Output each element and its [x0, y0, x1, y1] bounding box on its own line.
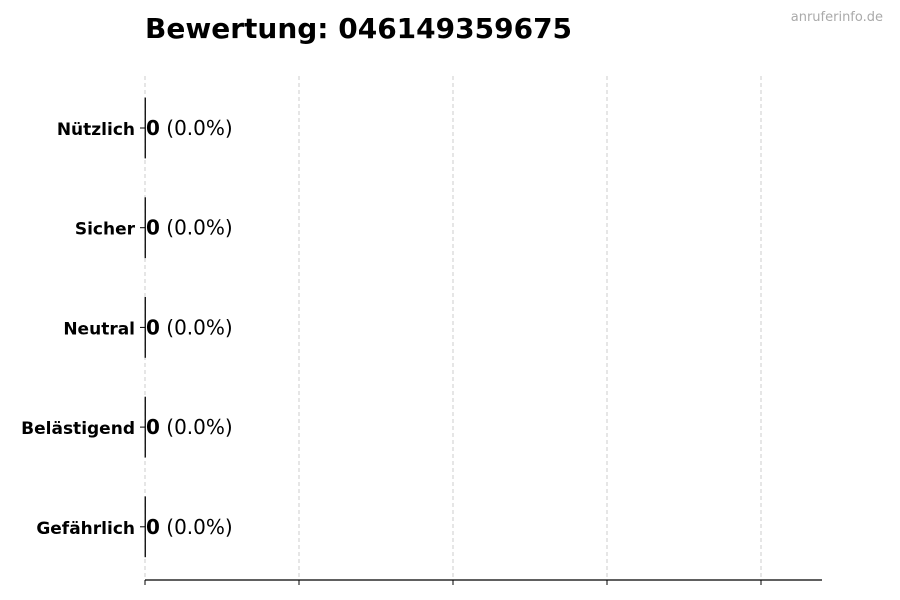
percent-label: (0.0%) — [160, 116, 233, 140]
data-label: 0 (0.0%) — [146, 415, 233, 439]
watermark: anruferinfo.de — [790, 10, 883, 25]
percent-label: (0.0%) — [160, 415, 233, 439]
data-label: 0 (0.0%) — [146, 116, 233, 140]
data-label: 0 (0.0%) — [146, 315, 233, 339]
category-label: Sicher — [75, 220, 136, 240]
chart-title: Bewertung: 046149359675 — [145, 12, 573, 45]
data-label: 0 (0.0%) — [146, 515, 233, 539]
category-label: Neutral — [63, 319, 135, 339]
percent-label: (0.0%) — [160, 216, 233, 240]
category-label: Nützlich — [57, 120, 135, 140]
percent-label: (0.0%) — [160, 515, 233, 539]
value-label: 0 — [146, 116, 160, 140]
data-label: 0 (0.0%) — [146, 216, 233, 240]
value-label: 0 — [146, 216, 160, 240]
value-label: 0 — [146, 315, 160, 339]
category-label: Belästigend — [21, 419, 135, 439]
value-label: 0 — [146, 515, 160, 539]
percent-label: (0.0%) — [160, 315, 233, 339]
value-label: 0 — [146, 415, 160, 439]
category-label: Gefährlich — [36, 519, 135, 539]
